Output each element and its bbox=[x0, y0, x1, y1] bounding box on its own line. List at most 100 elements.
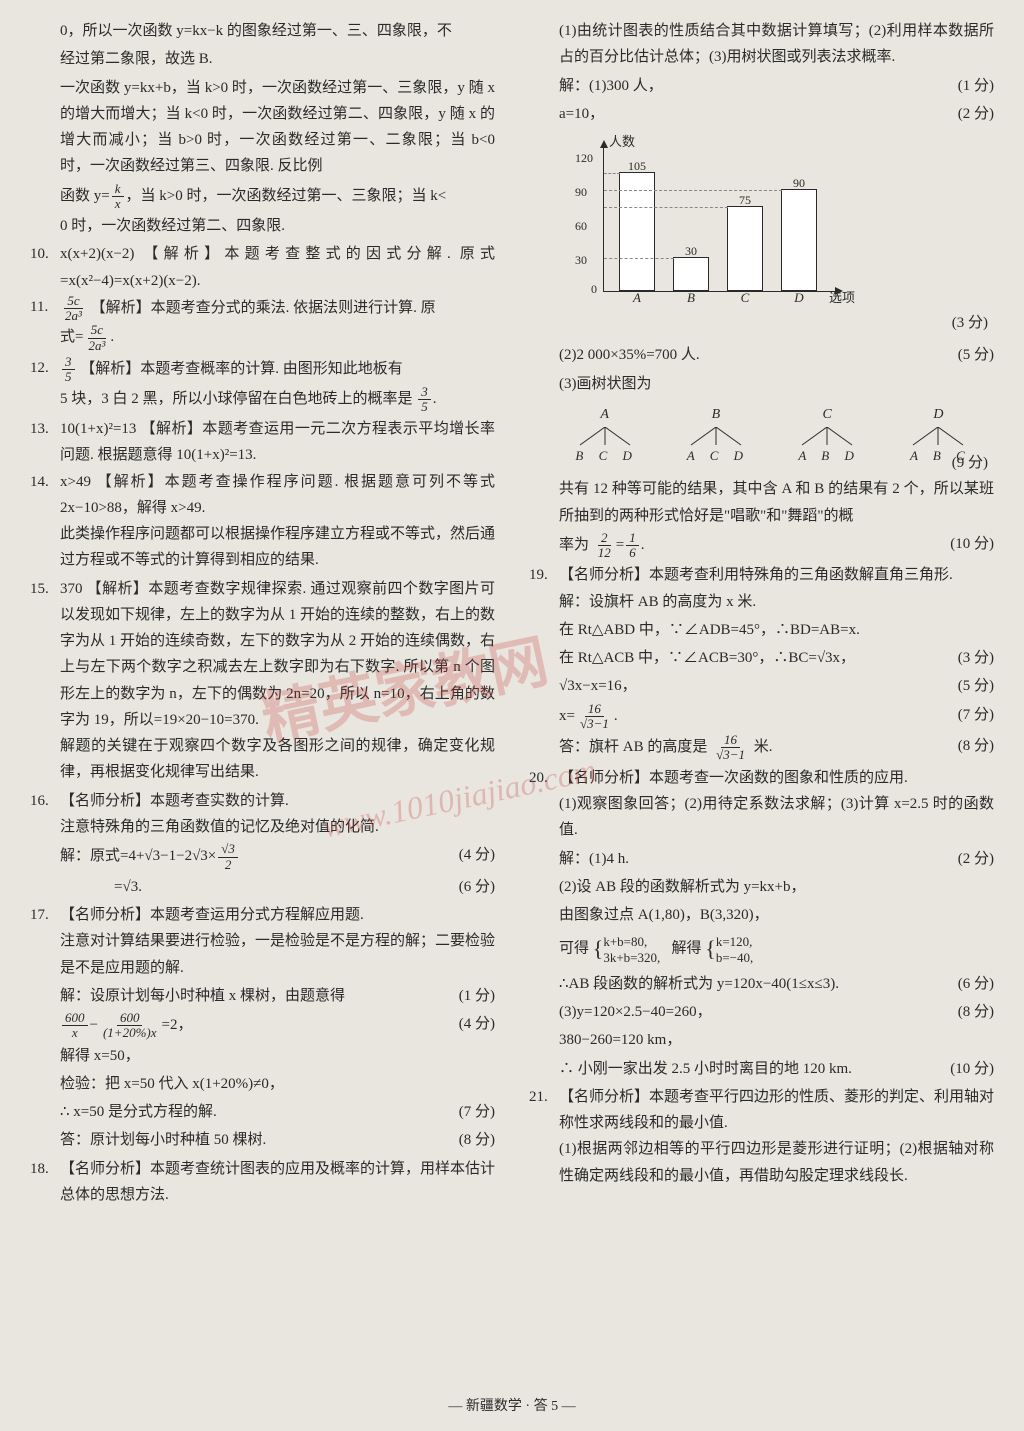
fraction: 5c2a³ bbox=[85, 323, 108, 353]
text: 可得 bbox=[559, 941, 589, 957]
paragraph: ∴ 小刚一家出发 2.5 小时时离目的地 120 km. (10 分) bbox=[529, 1056, 994, 1082]
text: . bbox=[614, 708, 618, 724]
score: (1 分) bbox=[459, 983, 495, 1009]
text: 10(1+x)²=13 【解析】本题考查运用一元二次方程表示平均增长率问题. 根… bbox=[60, 416, 495, 469]
question-21: 21. 【名师分析】本题考查平行四边形的性质、菱形的判定、利用轴对称性求两线段和… bbox=[529, 1084, 994, 1137]
text: x= bbox=[559, 708, 575, 724]
score: (2 分) bbox=[958, 101, 994, 127]
text: 解：(1)300 人， bbox=[559, 78, 663, 94]
text: 【名师分析】本题考查统计图表的应用及概率的计算，用样本估计总体的思想方法. bbox=[60, 1156, 495, 1209]
page-footer: — 新疆数学 · 答 5 — bbox=[0, 1395, 1024, 1420]
x-tick: A bbox=[619, 287, 655, 310]
label: 17. bbox=[30, 902, 60, 928]
text: ∴ 小刚一家出发 2.5 小时时离目的地 120 km. bbox=[559, 1061, 852, 1077]
arrow-icon bbox=[600, 140, 608, 148]
paragraph: 解题的关键在于观察四个数字及各图形之间的规律，确定变化规律，再根据变化规律写出结… bbox=[30, 733, 495, 786]
paragraph: 由图象过点 A(1,80)，B(3,320)， bbox=[529, 902, 994, 928]
y-tick: 90 bbox=[575, 182, 587, 203]
fraction: 600(1+20%)x bbox=[100, 1011, 160, 1041]
question-15: 15. 370 【解析】本题考查数字规律探索. 通过观察前四个数字图片可以发现如… bbox=[30, 576, 495, 734]
bar-value-label: 30 bbox=[674, 241, 708, 262]
score: (8 分) bbox=[958, 733, 994, 759]
score: (5 分) bbox=[958, 342, 994, 368]
text: (2)2 000×35%=700 人. bbox=[559, 347, 700, 363]
question-14: 14. x>49 【解析】本题考查操作程序问题. 根据题意可列不等式 2x−10… bbox=[30, 469, 495, 522]
paragraph: 式=5c2a³. bbox=[30, 323, 495, 353]
score: (2 分) bbox=[958, 846, 994, 872]
left-column: 0，所以一次函数 y=kx−k 的图象经过第一、三、四象限，不 经过第二象限，故… bbox=[30, 18, 495, 1208]
dash-line bbox=[604, 173, 620, 174]
paragraph: 函数 y=kx，当 k>0 时，一次函数经过第一、三象限；当 k< bbox=[30, 182, 495, 212]
tree-node: B A C D bbox=[681, 403, 751, 468]
dash-line bbox=[604, 258, 674, 259]
score: (1 分) bbox=[958, 73, 994, 99]
text: ，当 k>0 时，一次函数经过第一、三象限；当 k< bbox=[126, 188, 447, 204]
fraction: √32 bbox=[218, 842, 238, 872]
text: 【解析】本题考查概率的计算. 由图形知此地板有 bbox=[77, 361, 403, 377]
right-column: (1)由统计图表的性质结合其中数据计算填写；(2)利用样本数据所占的百分比估计总… bbox=[529, 18, 994, 1208]
score: (8 分) bbox=[459, 1127, 495, 1153]
question-13: 13. 10(1+x)²=13 【解析】本题考查运用一元二次方程表示平均增长率问… bbox=[30, 416, 495, 469]
tree-branches-icon bbox=[792, 427, 862, 447]
paragraph: 此类操作程序问题都可以根据操作程序建立方程或不等式，然后通过方程或不等式的计算得… bbox=[30, 521, 495, 574]
paragraph: 0 时，一次函数经过第二、四象限. bbox=[30, 213, 495, 239]
fraction: 600x bbox=[62, 1011, 88, 1041]
paragraph: 在 Rt△ACB 中，∵∠ACB=30°，∴BC=√3x， (3 分) bbox=[529, 645, 994, 671]
x-tick: D bbox=[781, 287, 817, 310]
text: 解：原式=4+√3−1−2√3× bbox=[60, 848, 216, 864]
paragraph: (3)y=120×2.5−40=260， (8 分) bbox=[529, 999, 994, 1025]
label: 13. bbox=[30, 416, 60, 469]
text: 米. bbox=[750, 739, 773, 755]
tree-branches-icon bbox=[570, 427, 640, 447]
tree-node: A B C D bbox=[570, 403, 640, 468]
paragraph: 5 块，3 白 2 黑，所以小球停留在白色地砖上的概率是 35. bbox=[30, 385, 495, 415]
label: 21. bbox=[529, 1084, 559, 1137]
x-tick: C bbox=[727, 287, 763, 310]
paragraph: 解：设原计划每小时种植 x 棵树，由题意得 (1 分) bbox=[30, 983, 495, 1009]
text: 解：设原计划每小时种植 x 棵树，由题意得 bbox=[60, 988, 345, 1004]
y-tick: 60 bbox=[575, 216, 587, 237]
label: 10. bbox=[30, 241, 60, 294]
label: 12. bbox=[30, 355, 60, 385]
text: √3x−x=16， bbox=[559, 678, 637, 694]
label: 16. bbox=[30, 788, 60, 814]
question-10: 10. x(x+2)(x−2) 【解析】本题考查整式的因式分解. 原式=x(x²… bbox=[30, 241, 495, 294]
label: 19. bbox=[529, 562, 559, 588]
text: . bbox=[641, 537, 645, 553]
paragraph: 可得 {k+b=80,3k+b=320, 解得 {k=120,b=−40, bbox=[529, 930, 994, 969]
fraction: 5c2a³ bbox=[62, 294, 85, 324]
score: (10 分) bbox=[950, 1056, 994, 1082]
tree-branches-icon bbox=[903, 427, 973, 447]
fraction: 16 bbox=[626, 531, 639, 561]
text: (3)y=120×2.5−40=260， bbox=[559, 1004, 712, 1020]
text: 【名师分析】本题考查一次函数的图象和性质的应用. bbox=[559, 765, 994, 791]
text: =√3. bbox=[114, 879, 142, 895]
paragraph: 解：设旗杆 AB 的高度为 x 米. bbox=[529, 589, 994, 615]
tree-node: C A B D bbox=[792, 403, 862, 468]
score: (7 分) bbox=[958, 702, 994, 728]
paragraph: (1)观察图象回答；(2)用待定系数法求解；(3)计算 x=2.5 时的函数值. bbox=[529, 791, 994, 844]
score: (5 分) bbox=[958, 673, 994, 699]
label: 14. bbox=[30, 469, 60, 522]
question-16: 16. 【名师分析】本题考查实数的计算. bbox=[30, 788, 495, 814]
bar-chart-container: 人数 选项 0 306090120105A30B75C90D (3 分) bbox=[529, 129, 994, 342]
text: =2， bbox=[162, 1017, 193, 1033]
fraction: 16√3−1 bbox=[713, 733, 748, 763]
text: 答：旗杆 AB 的高度是 bbox=[559, 739, 711, 755]
fraction: kx bbox=[112, 182, 124, 212]
text: 5c2a³ 【解析】本题考查分式的乘法. 依据法则进行计算. 原 bbox=[60, 294, 495, 324]
score: (7 分) bbox=[459, 1099, 495, 1125]
text: a=10， bbox=[559, 106, 604, 122]
question-17: 17. 【名师分析】本题考查运用分式方程解应用题. bbox=[30, 902, 495, 928]
bar: 30 bbox=[673, 257, 709, 291]
question-19: 19. 【名师分析】本题考查利用特殊角的三角函数解直角三角形. bbox=[529, 562, 994, 588]
question-11: 11. 5c2a³ 【解析】本题考查分式的乘法. 依据法则进行计算. 原 bbox=[30, 294, 495, 324]
paragraph: (1)由统计图表的性质结合其中数据计算填写；(2)利用样本数据所占的百分比估计总… bbox=[529, 18, 994, 71]
text: 答：原计划每小时种植 50 棵树. bbox=[60, 1132, 266, 1148]
text: 【名师分析】本题考查运用分式方程解应用题. bbox=[60, 902, 495, 928]
y-tick: 120 bbox=[575, 148, 593, 169]
bar-chart: 人数 选项 0 306090120105A30B75C90D bbox=[569, 135, 849, 310]
fraction: 35 bbox=[62, 355, 75, 385]
paragraph: 解：原式=4+√3−1−2√3×√32 (4 分) bbox=[30, 842, 495, 872]
paragraph: 0，所以一次函数 y=kx−k 的图象经过第一、三、四象限，不 bbox=[30, 18, 495, 44]
